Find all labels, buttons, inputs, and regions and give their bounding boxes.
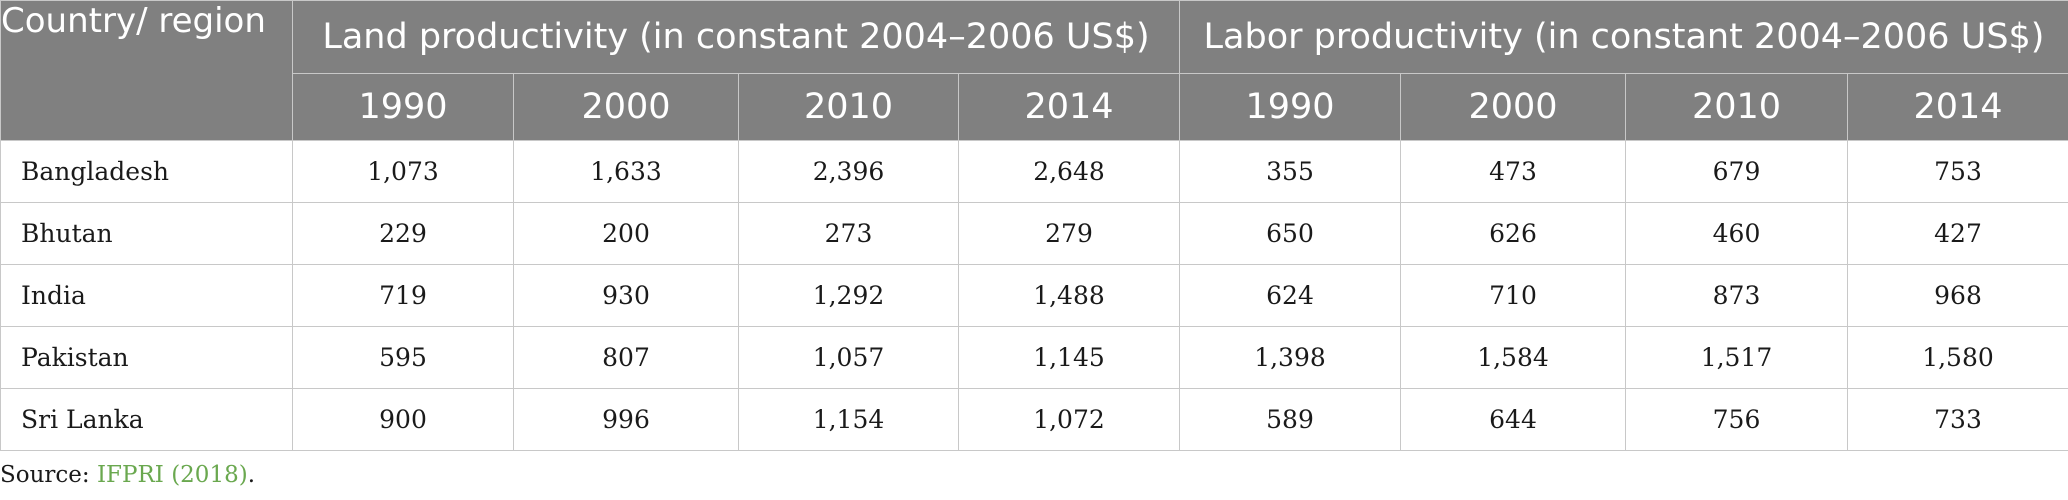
labor-year-header: 2010 (1625, 73, 1848, 141)
land-cell: 996 (513, 388, 739, 451)
land-year-header: 1990 (292, 73, 514, 141)
labor-cell: 460 (1625, 202, 1848, 265)
country-cell: Bangladesh (0, 140, 293, 203)
land-cell: 1,292 (738, 264, 959, 327)
land-cell: 1,154 (738, 388, 959, 451)
table-row: Sri Lanka 900 996 1,154 1,072 589 644 75… (0, 388, 2068, 451)
land-productivity-header: Land productivity (in constant 2004–2006… (292, 0, 1180, 74)
labor-cell: 753 (1847, 140, 2068, 203)
land-cell: 1,057 (738, 326, 959, 389)
labor-cell: 968 (1847, 264, 2068, 327)
productivity-table: Country/ region Land productivity (in co… (0, 0, 2068, 451)
labor-cell: 710 (1400, 264, 1626, 327)
labor-year-header: 2000 (1400, 73, 1626, 141)
country-cell: Bhutan (0, 202, 293, 265)
land-year-header: 2010 (738, 73, 959, 141)
source-note: Source: IFPRI (2018). (0, 462, 255, 488)
table-body: Bangladesh 1,073 1,633 2,396 2,648 355 4… (0, 140, 2068, 451)
table-header: Country/ region Land productivity (in co… (0, 0, 2068, 141)
labor-cell: 679 (1625, 140, 1848, 203)
land-cell: 719 (292, 264, 514, 327)
land-cell: 930 (513, 264, 739, 327)
land-cell: 273 (738, 202, 959, 265)
labor-cell: 644 (1400, 388, 1626, 451)
table-row: India 719 930 1,292 1,488 624 710 873 96… (0, 264, 2068, 327)
land-year-header: 2000 (513, 73, 739, 141)
land-cell: 1,633 (513, 140, 739, 203)
land-cell: 1,488 (958, 264, 1180, 327)
land-cell: 2,396 (738, 140, 959, 203)
labor-cell: 1,517 (1625, 326, 1848, 389)
source-link[interactable]: IFPRI (2018) (96, 462, 248, 488)
source-prefix: Source: (0, 462, 97, 488)
labor-cell: 427 (1847, 202, 2068, 265)
land-cell: 200 (513, 202, 739, 265)
labor-cell: 1,580 (1847, 326, 2068, 389)
land-cell: 807 (513, 326, 739, 389)
labor-cell: 355 (1179, 140, 1401, 203)
country-cell: Pakistan (0, 326, 293, 389)
land-cell: 1,145 (958, 326, 1180, 389)
country-region-header: Country/ region (0, 0, 293, 141)
productivity-table-container: Country/ region Land productivity (in co… (0, 0, 2068, 451)
land-cell: 229 (292, 202, 514, 265)
labor-year-header: 1990 (1179, 73, 1401, 141)
header-row-years: 1990 2000 2010 2014 1990 2000 2010 2014 (1, 73, 2068, 141)
land-cell: 900 (292, 388, 514, 451)
land-cell: 1,072 (958, 388, 1180, 451)
source-suffix: . (247, 462, 255, 488)
table-row: Bangladesh 1,073 1,633 2,396 2,648 355 4… (0, 140, 2068, 203)
land-cell: 1,073 (292, 140, 514, 203)
labor-cell: 589 (1179, 388, 1401, 451)
labor-cell: 756 (1625, 388, 1848, 451)
table-row: Bhutan 229 200 273 279 650 626 460 427 (0, 202, 2068, 265)
labor-cell: 873 (1625, 264, 1848, 327)
labor-cell: 624 (1179, 264, 1401, 327)
labor-cell: 650 (1179, 202, 1401, 265)
land-cell: 595 (292, 326, 514, 389)
land-year-header: 2014 (958, 73, 1180, 141)
country-cell: Sri Lanka (0, 388, 293, 451)
labor-cell: 626 (1400, 202, 1626, 265)
labor-cell: 473 (1400, 140, 1626, 203)
header-row-groups: Country/ region Land productivity (in co… (0, 0, 2068, 141)
land-cell: 2,648 (958, 140, 1180, 203)
labor-cell: 733 (1847, 388, 2068, 451)
country-cell: India (0, 264, 293, 327)
labor-cell: 1,584 (1400, 326, 1626, 389)
table-row: Pakistan 595 807 1,057 1,145 1,398 1,584… (0, 326, 2068, 389)
land-cell: 279 (958, 202, 1180, 265)
labor-productivity-header: Labor productivity (in constant 2004–200… (1179, 0, 2068, 74)
labor-cell: 1,398 (1179, 326, 1401, 389)
labor-year-header: 2014 (1847, 73, 2068, 141)
